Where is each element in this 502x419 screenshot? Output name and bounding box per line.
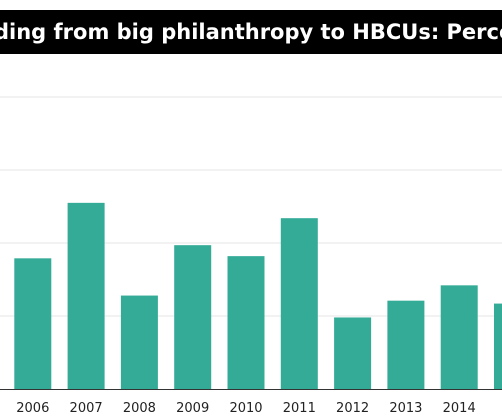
x-tick-labels: 2006200720082009201020112012201320142 [16,401,476,416]
bars [14,202,502,389]
bar-2014 [440,285,478,389]
x-tick-label: 2011 [283,401,316,416]
x-tick-label: 2010 [229,401,262,416]
x-tick-label: 2008 [123,401,156,416]
bar-2015 [494,303,502,389]
bar-2007 [67,202,105,389]
bar-2008 [120,295,158,389]
chart-title: ding from big philanthropy to HBCUs: Per… [0,20,502,44]
x-tick-label: 2006 [16,401,49,416]
bar-2012 [334,317,372,389]
chart-title-bar: ding from big philanthropy to HBCUs: Per… [0,10,502,54]
bar-2010 [227,256,265,389]
x-tick-label: 2013 [389,401,422,416]
bar-2006 [14,258,52,389]
bar-2009 [174,245,212,389]
bar-2011 [280,218,318,389]
bar-2013 [387,300,425,389]
x-tick-label: 2014 [443,401,476,416]
x-tick-label: 2007 [70,401,103,416]
x-tick-label: 2012 [336,401,369,416]
x-tick-label: 2009 [176,401,209,416]
